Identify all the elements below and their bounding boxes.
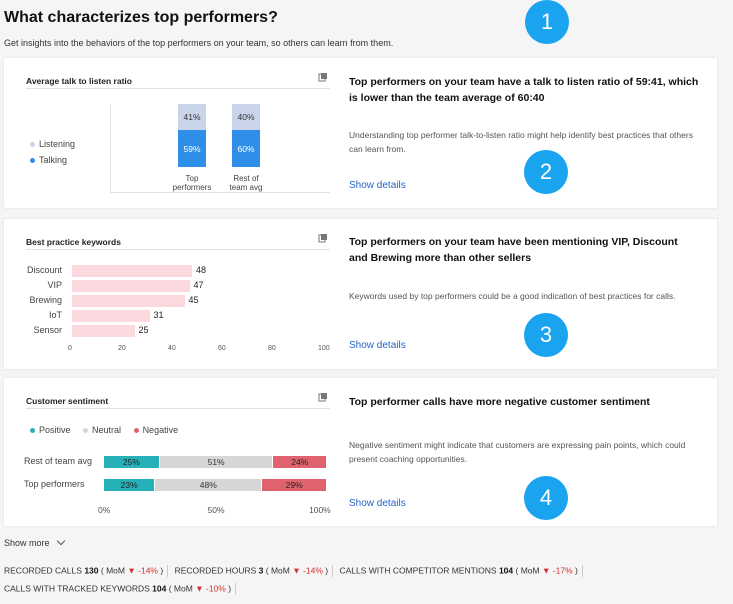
export-icon[interactable] <box>318 72 328 82</box>
keyword-label: Brewing <box>29 295 62 305</box>
keyword-bar <box>72 310 150 322</box>
talk-listen-insight: Top performers on your team have a talk … <box>349 76 699 104</box>
x-tick-label: 80 <box>268 345 276 352</box>
keyword-bar <box>72 295 185 307</box>
keyword-bar <box>72 265 192 277</box>
x-tick-label: 0% <box>98 505 111 515</box>
x-label-top-performers: Top performers <box>172 174 212 192</box>
sentiment-positive-segment: 25% <box>104 456 159 468</box>
keywords-description: Keywords used by top performers could be… <box>349 291 676 301</box>
keywords-card-title: Best practice keywords <box>26 237 121 247</box>
sentiment-row-label: Top performers <box>24 479 85 489</box>
stat-recorded-hours: RECORDED HOURS 3 ( MoM ▼ -14% ) <box>174 565 329 576</box>
legend-neutral: Neutral <box>83 425 121 435</box>
export-icon[interactable] <box>318 392 328 402</box>
x-tick-label: 100 <box>318 345 330 352</box>
keyword-bar <box>72 325 135 337</box>
page-title: What characterizes top performers? <box>4 9 278 26</box>
negative-dot-icon <box>133 428 139 434</box>
x-tick-label: 100% <box>309 505 331 515</box>
sentiment-neutral-segment: 51% <box>159 456 273 468</box>
keyword-value: 47 <box>193 280 204 290</box>
talk-listen-card-title: Average talk to listen ratio <box>26 76 132 86</box>
sentiment-card: Customer sentiment Positive Neutral Nega… <box>4 378 717 526</box>
page-subtitle: Get insights into the behaviors of the t… <box>4 38 394 48</box>
sentiment-show-details-link[interactable]: Show details <box>349 498 406 509</box>
keyword-label: VIP <box>47 280 62 290</box>
keywords-insight: Top performers on your team have been me… <box>349 236 678 264</box>
legend-talking: Talking <box>30 152 75 168</box>
down-arrow-icon: ▼ <box>195 583 204 594</box>
x-label-rest-of-team: Rest of team avg <box>229 174 263 192</box>
stats-row-2: CALLS WITH TRACKED KEYWORDS 104 ( MoM ▼ … <box>4 583 240 595</box>
sentiment-positive-segment: 23% <box>104 479 155 491</box>
stat-competitor-mentions: CALLS WITH COMPETITOR MENTIONS 104 ( MoM… <box>339 565 578 576</box>
bar-top-performers-listening: 41% <box>178 104 206 130</box>
talk-listen-legend: Listening Talking <box>30 136 75 168</box>
legend-listening: Listening <box>30 136 75 152</box>
x-tick-label: 20 <box>118 345 126 352</box>
badge-1: 1 <box>525 0 569 44</box>
badge-4: 4 <box>524 476 568 520</box>
sentiment-insight: Top performer calls have more negative c… <box>349 396 650 408</box>
x-tick-label: 0 <box>68 345 72 352</box>
keyword-bar <box>72 280 190 292</box>
neutral-dot-icon <box>83 428 89 434</box>
legend-positive: Positive <box>30 425 71 435</box>
stat-tracked-keywords: CALLS WITH TRACKED KEYWORDS 104 ( MoM ▼ … <box>4 583 232 594</box>
talking-dot-icon <box>30 158 35 164</box>
keyword-vip: VIP <box>611 236 627 248</box>
badge-2: 2 <box>524 150 568 194</box>
sentiment-neutral-segment: 48% <box>155 479 262 491</box>
keywords-card: Best practice keywords Discount 48 VIP 47 Br… <box>4 219 717 369</box>
stat-recorded-calls: RECORDED CALLS 130 ( MoM ▼ -14% ) <box>4 565 164 576</box>
bar-rest-listening: 40% <box>232 104 260 130</box>
sentiment-legend: Positive Neutral Negative <box>30 425 178 435</box>
legend-negative: Negative <box>133 425 178 435</box>
listening-dot-icon <box>30 142 35 148</box>
show-more-button[interactable]: Show more <box>4 536 66 548</box>
keyword-discount: Discount <box>632 236 678 248</box>
down-arrow-icon: ▼ <box>292 565 301 576</box>
stats-row-1: RECORDED CALLS 130 ( MoM ▼ -14% ) RECORD… <box>4 565 587 577</box>
sentiment-card-title: Customer sentiment <box>26 396 109 406</box>
keyword-brewing: Brewing <box>370 252 413 264</box>
chevron-down-icon <box>56 536 66 546</box>
keyword-value: 31 <box>153 310 164 320</box>
keywords-show-details-link[interactable]: Show details <box>349 340 406 351</box>
sentiment-negative-segment: 29% <box>262 479 326 491</box>
down-arrow-icon: ▼ <box>541 565 551 576</box>
keyword-value: 48 <box>196 265 207 275</box>
bar-rest-talking: 60% <box>232 130 260 167</box>
x-tick-label: 40 <box>168 345 176 352</box>
talk-listen-show-details-link[interactable]: Show details <box>349 180 406 191</box>
keyword-value: 45 <box>188 295 199 305</box>
talk-listen-description: Understanding top performer talk-to-list… <box>349 130 693 154</box>
talk-listen-card: Average talk to listen ratio Listening T… <box>4 58 717 208</box>
sentiment-row-label: Rest of team avg <box>24 456 93 466</box>
down-arrow-icon: ▼ <box>127 565 136 576</box>
export-icon[interactable] <box>318 233 328 243</box>
sentiment-description: Negative sentiment might indicate that c… <box>349 440 686 464</box>
keyword-value: 25 <box>138 325 149 335</box>
bar-top-performers-talking: 59% <box>178 130 206 167</box>
keyword-label: Discount <box>26 265 62 275</box>
keyword-label: Sensor <box>33 325 62 335</box>
keyword-label: IoT <box>48 310 62 320</box>
x-tick-label: 50% <box>207 505 225 515</box>
positive-dot-icon <box>30 428 35 434</box>
sentiment-negative-segment: 24% <box>273 456 326 468</box>
badge-3: 3 <box>524 313 568 357</box>
x-tick-label: 60 <box>218 345 226 352</box>
